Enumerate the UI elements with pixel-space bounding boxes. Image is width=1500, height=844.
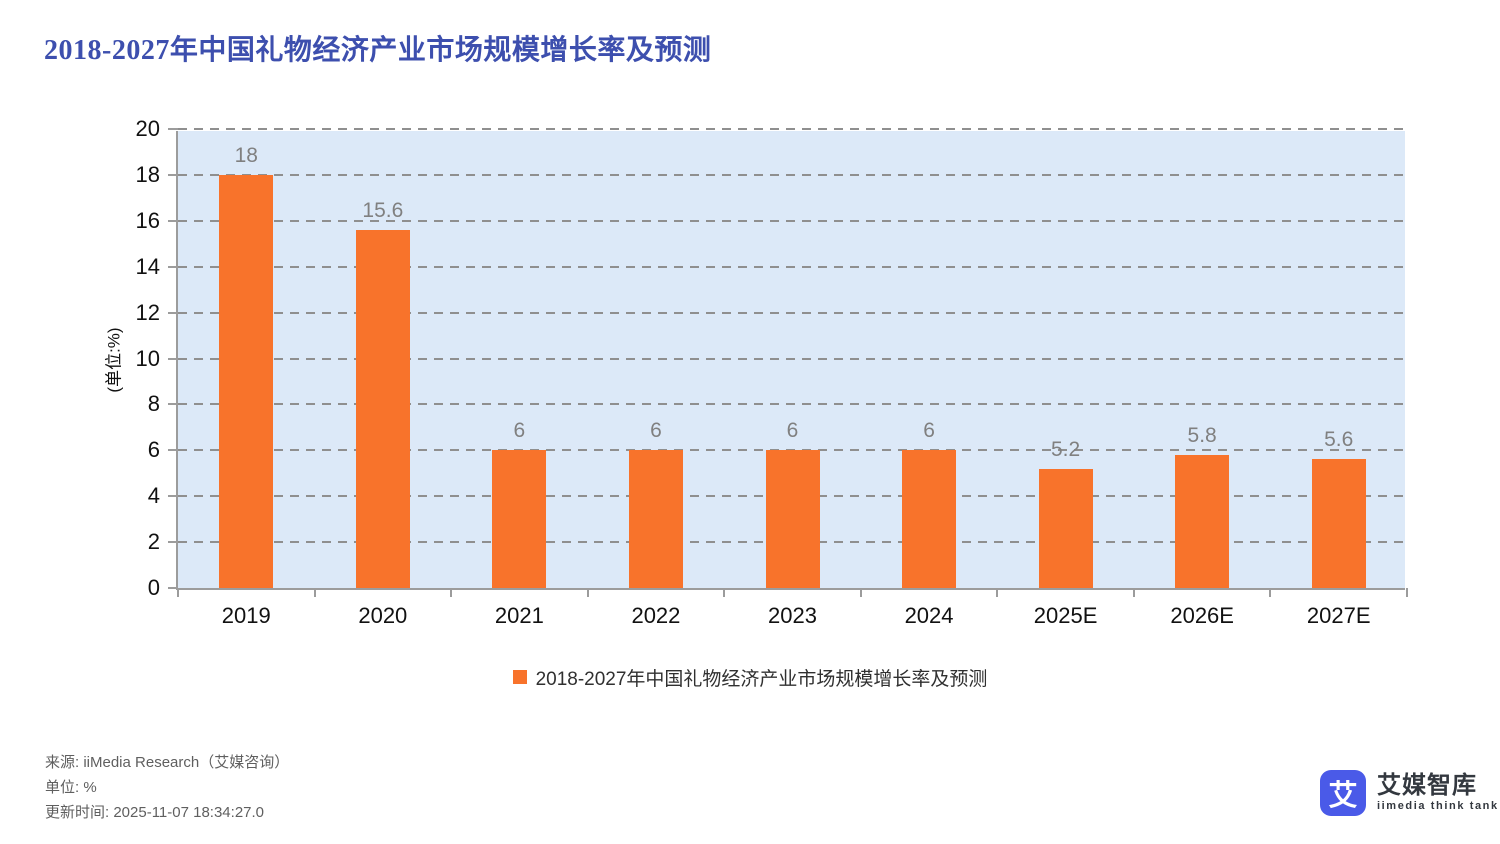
logo-text: 艾媒智库 iimedia think tank — [1377, 771, 1499, 813]
y-tick-label-14: 14 — [135, 253, 160, 279]
x-tick-4 — [723, 588, 726, 597]
bar-value-label-2020: 15.6 — [362, 198, 404, 222]
footer: 来源: iiMedia Research（艾媒咨询） 单位: % 更新时间: 2… — [45, 750, 289, 825]
gridline-12 — [178, 311, 1405, 314]
bar-value-label-2026E: 5.8 — [1187, 423, 1217, 447]
bar-2023[interactable] — [765, 450, 820, 588]
x-axis-label-2025E: 2025E — [1033, 603, 1098, 628]
y-tick-6 — [168, 449, 178, 452]
x-axis-label-2027E: 2027E — [1306, 603, 1371, 628]
plot-area: 0 2 4 6 8 10 12 14 16 18 20 18 2019 15.6 2020 6 2021 6 202… — [136, 116, 1408, 628]
x-axis-label-2024: 2024 — [904, 603, 954, 628]
x-tick-2 — [450, 588, 453, 597]
logo-name-en: iimedia think tank — [1377, 799, 1499, 812]
bar-2022[interactable] — [628, 450, 683, 588]
bar-2026E[interactable] — [1175, 454, 1230, 588]
y-tick-label-8: 8 — [147, 391, 160, 417]
gridline-20 — [178, 128, 1405, 130]
bar-2025E[interactable] — [1038, 468, 1093, 588]
y-tick-12 — [168, 311, 178, 314]
x-tick-1 — [313, 588, 316, 597]
gridline-10 — [178, 357, 1405, 360]
gridline-8 — [178, 403, 1405, 406]
gridline-14 — [178, 265, 1405, 268]
bar-2020[interactable] — [355, 229, 410, 588]
y-tick-10 — [168, 357, 178, 360]
y-tick-label-16: 16 — [135, 207, 160, 233]
x-axis-label-2026E: 2026E — [1170, 603, 1234, 628]
bar-value-label-2027E: 5.6 — [1324, 428, 1354, 452]
bar-2019[interactable] — [219, 174, 274, 588]
chart-title: 2018-2027年中国礼物经济产业市场规模增长率及预测 — [44, 35, 712, 66]
x-axis-label-2021: 2021 — [494, 603, 544, 628]
gridline-16 — [178, 219, 1405, 222]
updated-line: 更新时间: 2025-11-07 18:34:27.0 — [45, 804, 265, 821]
x-tick-8 — [1269, 588, 1272, 597]
x-axis-label-2022: 2022 — [631, 603, 681, 628]
bar-value-label-2019: 18 — [234, 143, 258, 167]
x-axis-label-2020: 2020 — [358, 603, 408, 628]
x-tick-9 — [1406, 588, 1408, 597]
y-tick-14 — [168, 265, 178, 268]
y-tick-label-4: 4 — [147, 483, 160, 509]
x-axis-label-2019: 2019 — [221, 603, 271, 628]
y-tick-label-18: 18 — [135, 161, 160, 187]
bar-value-label-2025E: 5.2 — [1051, 437, 1081, 461]
y-tick-4 — [168, 495, 178, 498]
source-line: 来源: iiMedia Research（艾媒咨询） — [45, 754, 290, 771]
legend: 2018-2027年中国礼物经济产业市场规模增长率及预测 — [0, 662, 1500, 692]
bar-value-label-2021: 6 — [513, 419, 526, 443]
bar-2027E[interactable] — [1311, 459, 1366, 588]
legend-marker-icon — [512, 670, 527, 684]
x-axis-label-2023: 2023 — [768, 603, 817, 628]
y-tick-8 — [168, 403, 178, 406]
x-tick-6 — [996, 588, 999, 597]
y-tick-20 — [168, 128, 178, 130]
iimedia-logo-icon: 艾 — [1320, 770, 1366, 816]
x-tick-7 — [1132, 588, 1135, 597]
bar-value-label-2023: 6 — [786, 419, 799, 443]
y-tick-label-12: 12 — [135, 299, 160, 325]
y-tick-18 — [168, 173, 178, 176]
bar-2024[interactable] — [902, 450, 957, 588]
y-tick-0 — [168, 587, 178, 589]
y-tick-label-0: 0 — [147, 575, 160, 600]
x-tick-3 — [586, 588, 589, 597]
bar-value-label-2024: 6 — [923, 419, 935, 443]
iimedia-logo: 艾 艾媒智库 iimedia think tank — [1320, 770, 1499, 816]
legend-item[interactable]: 2018-2027年中国礼物经济产业市场规模增长率及预测 — [512, 664, 988, 691]
x-tick-0 — [177, 588, 179, 597]
bar-2021[interactable] — [492, 450, 547, 588]
y-tick-label-20: 20 — [135, 116, 160, 141]
y-tick-label-6: 6 — [147, 437, 160, 463]
legend-label: 2018-2027年中国礼物经济产业市场规模增长率及预测 — [535, 668, 988, 690]
y-tick-2 — [168, 541, 178, 544]
y-tick-label-2: 2 — [147, 529, 160, 555]
gridline-18 — [178, 173, 1405, 176]
x-tick-5 — [859, 588, 862, 597]
logo-name-cn: 艾媒智库 — [1377, 771, 1477, 799]
unit-line: 单位: % — [45, 779, 97, 796]
y-tick-label-10: 10 — [135, 345, 160, 371]
y-tick-16 — [168, 219, 178, 222]
bar-value-label-2022: 6 — [650, 419, 662, 443]
